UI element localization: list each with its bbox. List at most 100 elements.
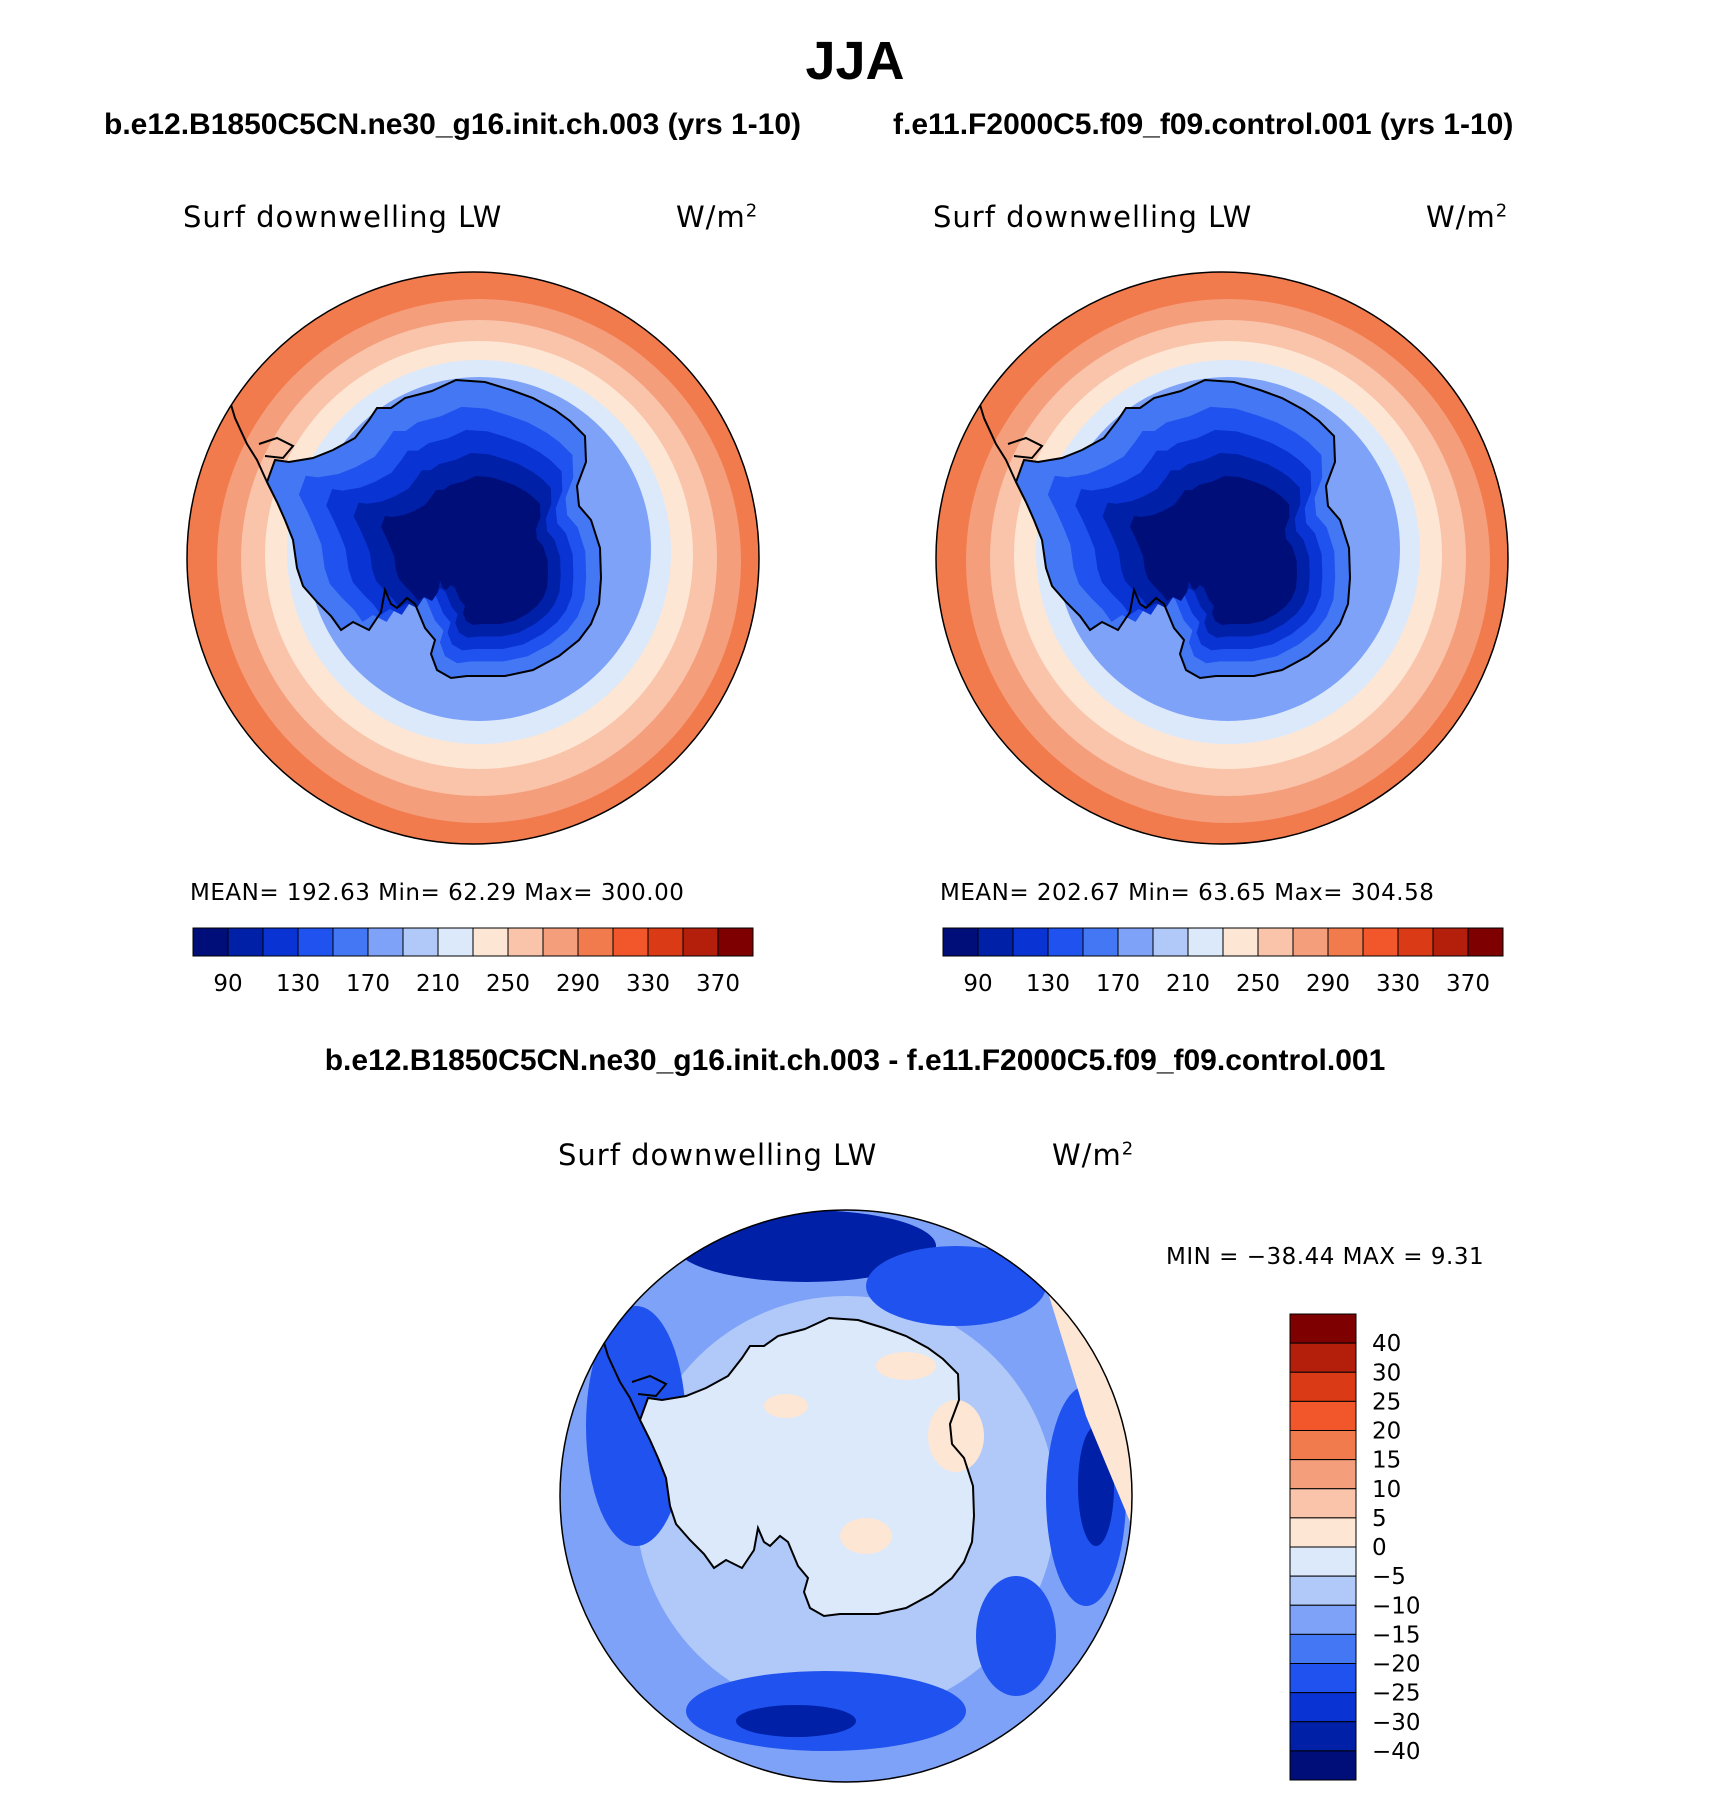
diff-anomaly-lobe xyxy=(866,1246,1046,1326)
diff-stats: MIN = −38.44 MAX = 9.31 xyxy=(1166,1244,1485,1270)
right-colorbar-tick-label: 90 xyxy=(963,971,992,997)
diff-colorbar-swatch xyxy=(1289,1430,1357,1461)
left-colorbar-tick-label: 170 xyxy=(346,971,390,997)
right-colorbar-swatch xyxy=(1292,927,1329,957)
right-ice-shelf xyxy=(1007,436,1044,460)
right-colorbar-swatch xyxy=(1222,927,1259,957)
right-colorbar-swatch xyxy=(1152,927,1189,957)
left-colorbar-tick-label: 290 xyxy=(556,971,600,997)
left-colorbar-swatch xyxy=(367,927,404,957)
difference-polar-map xyxy=(560,1210,1132,1782)
left-colorbar: 90 130 170 210 250 290 330 370 xyxy=(192,927,754,997)
left-colorbar-swatch xyxy=(227,927,264,957)
right-colorbar: 90 130 170 210 250 290 330 370 xyxy=(942,927,1504,997)
diff-positive-patch xyxy=(764,1394,808,1418)
diff-colorbar-swatch xyxy=(1289,1371,1357,1402)
diff-colorbar-tick-label: 5 xyxy=(1372,1506,1387,1532)
right-colorbar-swatch xyxy=(942,927,979,957)
difference-title: b.e12.B1850C5CN.ne30_g16.init.ch.003 - f… xyxy=(324,1044,1386,1077)
diff-positive-patch xyxy=(928,1400,984,1472)
right-colorbar-swatch xyxy=(1012,927,1049,957)
right-colorbar-swatch xyxy=(1327,927,1364,957)
right-colorbar-tick-label: 290 xyxy=(1306,971,1350,997)
diff-anomaly-lobe xyxy=(736,1705,856,1737)
diff-colorbar-tick-label: 10 xyxy=(1372,1477,1401,1503)
right-colorbar-tick-label: 330 xyxy=(1376,971,1420,997)
diff-colorbar-swatch xyxy=(1289,1604,1357,1635)
left-colorbar-swatch xyxy=(192,927,229,957)
right-colorbar-swatch xyxy=(1467,927,1504,957)
left-polar-map xyxy=(187,272,759,844)
left-stats: MEAN= 192.63 Min= 62.29 Max= 300.00 xyxy=(190,880,685,906)
left-colorbar-swatch xyxy=(472,927,509,957)
left-colorbar-swatch xyxy=(437,927,474,957)
right-stats: MEAN= 202.67 Min= 63.65 Max= 304.58 xyxy=(940,880,1435,906)
diff-positive-patch xyxy=(876,1352,936,1380)
diff-colorbar-swatch xyxy=(1289,1488,1357,1519)
diff-colorbar-tick-label: −20 xyxy=(1372,1652,1421,1678)
diff-colorbar-swatch xyxy=(1289,1459,1357,1490)
diff-colorbar-swatch xyxy=(1289,1517,1357,1548)
difference-colorbar: −40 −30 −25 −20 −15 −10 −5 0 5 10 15 20 25 30 40 xyxy=(1289,1313,1421,1781)
diff-positive-patch xyxy=(1046,1286,1132,1536)
diff-colorbar-swatch xyxy=(1289,1633,1357,1664)
diff-colorbar-swatch xyxy=(1289,1400,1357,1431)
diff-colorbar-tick-label: 0 xyxy=(1372,1535,1387,1561)
right-colorbar-tick-label: 130 xyxy=(1026,971,1070,997)
left-colorbar-swatch xyxy=(297,927,334,957)
right-colorbar-swatch xyxy=(1047,927,1084,957)
right-coastline xyxy=(1014,378,1352,680)
diff-ice-shelf xyxy=(631,1374,668,1398)
right-colorbar-swatch xyxy=(977,927,1014,957)
left-units-label: W/m2 xyxy=(676,200,759,234)
diff-colorbar-tick-label: −25 xyxy=(1372,1681,1421,1707)
left-colorbar-swatch xyxy=(332,927,369,957)
diff-anomaly-lobe xyxy=(586,1306,686,1546)
diff-colorbar-swatch xyxy=(1289,1342,1357,1373)
left-ice-shelf xyxy=(258,436,295,460)
left-colorbar-tick-label: 370 xyxy=(696,971,740,997)
diff-colorbar-tick-label: −10 xyxy=(1372,1593,1421,1619)
left-colorbar-swatch xyxy=(682,927,719,957)
left-colorbar-swatch xyxy=(647,927,684,957)
diff-coastline xyxy=(638,1316,976,1618)
left-colorbar-swatch xyxy=(402,927,439,957)
right-colorbar-swatch xyxy=(1187,927,1224,957)
left-colorbar-swatch xyxy=(507,927,544,957)
left-colorbar-swatch xyxy=(717,927,754,957)
right-land-band xyxy=(1130,476,1297,625)
left-coastline xyxy=(265,378,603,680)
right-colorbar-swatch xyxy=(1082,927,1119,957)
right-polar-map xyxy=(936,272,1508,844)
left-colorbar-tick-label: 90 xyxy=(213,971,242,997)
difference-map-border xyxy=(559,1209,1133,1783)
left-colorbar-swatch xyxy=(542,927,579,957)
diff-colorbar-tick-label: −15 xyxy=(1372,1622,1421,1648)
right-units-label: W/m2 xyxy=(1426,200,1509,234)
left-colorbar-tick-label: 130 xyxy=(276,971,320,997)
left-colorbar-swatch xyxy=(577,927,614,957)
diff-colorbar-tick-label: −40 xyxy=(1372,1739,1421,1765)
diff-colorbar-swatch xyxy=(1289,1692,1357,1723)
right-case-title: f.e11.F2000C5.f09_f09.control.001 (yrs 1… xyxy=(893,108,1514,141)
left-colorbar-tick-label: 210 xyxy=(416,971,460,997)
diff-variable-label: Surf downwelling LW xyxy=(558,1138,878,1172)
diff-colorbar-tick-label: 30 xyxy=(1372,1360,1401,1386)
left-colorbar-swatch xyxy=(612,927,649,957)
diff-colorbar-tick-label: 25 xyxy=(1372,1389,1401,1415)
right-colorbar-swatch xyxy=(1257,927,1294,957)
diff-colorbar-tick-label: −30 xyxy=(1372,1710,1421,1736)
left-land-band xyxy=(381,476,548,625)
left-case-title: b.e12.B1850C5CN.ne30_g16.init.ch.003 (yr… xyxy=(104,108,802,141)
diff-colorbar-swatch xyxy=(1289,1663,1357,1694)
diff-colorbar-swatch xyxy=(1289,1546,1357,1577)
diff-colorbar-swatch xyxy=(1289,1313,1357,1344)
left-colorbar-swatch xyxy=(262,927,299,957)
right-colorbar-tick-label: 250 xyxy=(1236,971,1280,997)
diff-units-label: W/m2 xyxy=(1052,1138,1135,1172)
right-variable-label: Surf downwelling LW xyxy=(933,200,1253,234)
diff-anomaly-lobe xyxy=(976,1576,1056,1696)
right-colorbar-tick-label: 170 xyxy=(1096,971,1140,997)
left-variable-label: Surf downwelling LW xyxy=(183,200,503,234)
